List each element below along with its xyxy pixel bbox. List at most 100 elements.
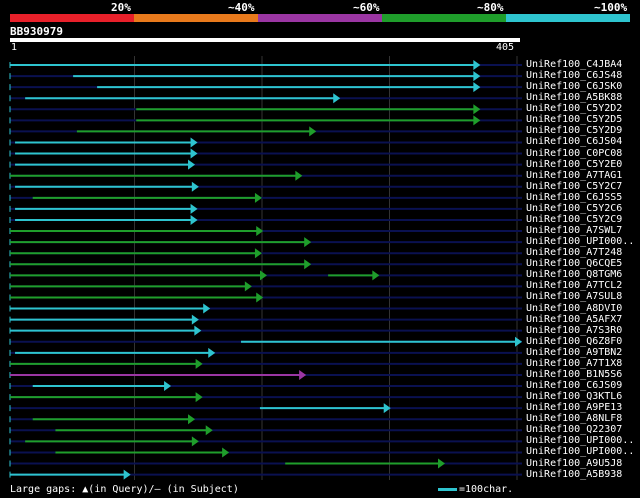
legend-label-40: ~40% <box>228 1 255 14</box>
hit-bar-arrowhead <box>383 403 391 414</box>
hit-bar-arrowhead <box>309 126 317 137</box>
hit-bar-arrowhead <box>473 71 481 82</box>
hit-bar-arrowhead <box>256 292 264 303</box>
hit-label[interactable]: UniRef100_B1N5S6 <box>526 368 623 380</box>
hit-bar-arrowhead <box>304 237 312 248</box>
hit-label[interactable]: UniRef100_A7T1X8 <box>526 357 623 369</box>
hit-label[interactable]: UniRef100_Q3KTL6 <box>526 391 623 403</box>
hit-bar-arrowhead <box>208 347 216 358</box>
query-sequence-bar <box>10 38 520 42</box>
hit-bar-arrowhead <box>164 381 172 392</box>
large-gaps-label: Large gaps: <box>10 484 77 495</box>
hit-label[interactable]: UniRef100_A7T248 <box>526 247 623 259</box>
hit-bar-arrowhead <box>191 314 199 325</box>
hit-label[interactable]: UniRef100_C5Y2E0 <box>526 158 623 170</box>
hit-label[interactable]: UniRef100_C5Y2D9 <box>526 125 623 137</box>
legend-label-60: ~60% <box>353 1 380 14</box>
hit-bar-arrowhead <box>256 226 264 237</box>
legend-label-80: ~80% <box>477 1 504 14</box>
hit-label[interactable]: UniRef100_C5Y2C6 <box>526 202 623 214</box>
hit-label[interactable]: UniRef100_C5Y2C9 <box>526 213 623 225</box>
subject-gap-icon: — <box>154 484 161 495</box>
hit-bar-arrowhead <box>194 325 202 336</box>
hit-label[interactable]: UniRef100_UPI000.. <box>526 435 635 447</box>
hit-bar-arrowhead <box>190 148 198 159</box>
hit-bar-arrowhead <box>188 159 196 170</box>
scale-bar <box>438 488 457 491</box>
hit-label[interactable]: UniRef100_A5AFX7 <box>526 313 623 325</box>
hit-bar-arrowhead <box>473 104 481 115</box>
query-end: 405 <box>496 42 515 53</box>
hit-label[interactable]: UniRef100_C6JS09 <box>526 380 623 392</box>
hit-bar-arrowhead <box>515 336 522 347</box>
hit-label[interactable]: UniRef100_A8DVI0 <box>526 302 623 314</box>
hit-label[interactable]: UniRef100_A7TCL2 <box>526 280 623 292</box>
hit-bar-arrowhead <box>205 425 213 436</box>
hit-bar-arrowhead <box>473 115 481 126</box>
hit-bar-arrowhead <box>190 214 198 225</box>
large-gaps-legend: Large gaps: ▲(in Query)/— (in Subject) <box>10 484 239 495</box>
hit-label[interactable]: UniRef100_Q6CQE5 <box>526 258 623 270</box>
hit-label[interactable]: UniRef100_A7TAG1 <box>526 169 623 181</box>
hit-label[interactable]: UniRef100_A7SUL8 <box>526 291 623 303</box>
hit-bar-arrowhead <box>304 259 312 270</box>
hit-label[interactable]: UniRef100_C5Y2C7 <box>526 180 623 192</box>
query-gap-text: (in Query)/ <box>88 484 155 495</box>
hit-bar-arrowhead <box>203 303 211 314</box>
hit-label[interactable]: UniRef100_A9TBN2 <box>526 346 623 358</box>
hit-label[interactable]: UniRef100_C0PC08 <box>526 147 623 159</box>
hit-bar-arrowhead <box>299 369 307 380</box>
hit-label[interactable]: UniRef100_A8NLF8 <box>526 413 623 425</box>
hit-label[interactable]: UniRef100_C4JBA4 <box>526 59 623 70</box>
hit-bar-arrowhead <box>473 82 481 93</box>
hit-label[interactable]: UniRef100_UPI000.. <box>526 446 635 458</box>
hit-label[interactable]: UniRef100_A5BK88 <box>526 92 623 104</box>
query-gap-icon: ▲ <box>82 484 89 495</box>
hit-label[interactable]: UniRef100_C5Y2D2 <box>526 103 623 115</box>
hit-bar-arrowhead <box>437 458 445 469</box>
hit-bar-arrowhead <box>188 414 196 425</box>
hit-bar-arrowhead <box>191 436 199 447</box>
legend-segment-80 <box>382 14 506 22</box>
hit-bar-arrowhead <box>222 447 230 458</box>
hit-label[interactable]: UniRef100_A9U5J8 <box>526 457 623 469</box>
hit-bar-arrowhead <box>260 270 267 281</box>
legend-label-100: ~100% <box>594 1 628 14</box>
hit-label[interactable]: UniRef100_A9PE13 <box>526 402 623 414</box>
hit-label[interactable]: UniRef100_C6JSS5 <box>526 191 623 203</box>
query-name: BB930979 <box>10 25 63 38</box>
query-start: 1 <box>11 42 18 53</box>
hit-bar-arrowhead <box>195 392 203 403</box>
hit-bar-arrowhead <box>254 192 262 203</box>
hit-label[interactable]: UniRef100_C6JS48 <box>526 70 623 82</box>
hit-bar-arrowhead <box>195 358 203 369</box>
hit-bar-arrowhead <box>244 281 252 292</box>
hit-bar-arrowhead <box>295 170 303 181</box>
hit-bar-arrowhead <box>333 93 341 104</box>
hit-bar-arrowhead <box>123 469 131 480</box>
hit-label[interactable]: UniRef100_A7S3R0 <box>526 324 623 336</box>
hit-label[interactable]: UniRef100_C5Y2D5 <box>526 114 623 126</box>
hit-bar-arrowhead <box>473 60 481 70</box>
hit-label[interactable]: UniRef100_C6JS04 <box>526 136 623 148</box>
hit-label[interactable]: UniRef100_Q22307 <box>526 424 623 436</box>
hit-label[interactable]: UniRef100_C6JSK0 <box>526 81 623 93</box>
legend-segment-40 <box>134 14 258 22</box>
scale-label: =100char. <box>459 484 514 495</box>
hit-bar-arrowhead <box>190 137 198 148</box>
legend-segment-20 <box>10 14 134 22</box>
legend-segment-60 <box>258 14 382 22</box>
hit-bar-arrowhead <box>190 203 198 214</box>
hit-bar-arrowhead <box>254 248 262 259</box>
hit-label[interactable]: UniRef100_Q8TGM6 <box>526 269 623 281</box>
hit-label[interactable]: UniRef100_A5B938 <box>526 468 623 480</box>
hit-label[interactable]: UniRef100_Q6Z8F0 <box>526 335 623 347</box>
identity-color-legend: 20% ~40% ~60% ~80% ~100% <box>10 0 630 22</box>
subject-gap-text: (in Subject) <box>166 484 239 495</box>
legend-segment-100 <box>506 14 630 22</box>
hit-bar-arrowhead <box>191 181 199 192</box>
legend-label-20: 20% <box>111 1 131 14</box>
hit-label[interactable]: UniRef100_UPI000.. <box>526 236 635 248</box>
hit-label[interactable]: UniRef100_A7SWL7 <box>526 225 623 237</box>
